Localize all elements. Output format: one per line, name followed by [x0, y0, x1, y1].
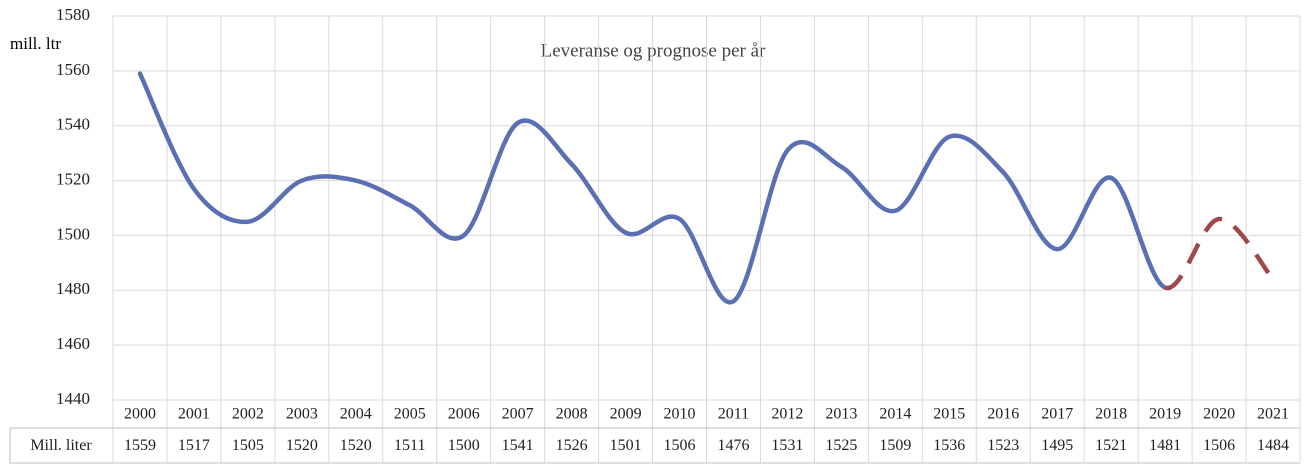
data-label: 1525 — [825, 437, 857, 454]
y-tick-label: 1580 — [56, 5, 90, 24]
y-axis-label: mill. ltr — [10, 34, 61, 53]
x-tick-label: 2013 — [825, 406, 857, 423]
data-label: 1476 — [717, 437, 749, 454]
data-label: 1509 — [879, 437, 911, 454]
x-tick-label: 2003 — [286, 406, 318, 423]
y-tick-label: 1460 — [56, 334, 90, 353]
data-label: 1531 — [771, 437, 803, 454]
data-label: 1501 — [610, 437, 642, 454]
data-label: 1541 — [502, 437, 534, 454]
series-line — [137, 71, 1168, 305]
x-tick-label: 2018 — [1095, 406, 1127, 423]
x-tick-label: 2012 — [771, 406, 803, 423]
forecast-line — [1164, 216, 1275, 290]
x-tick-label: 2019 — [1149, 406, 1181, 423]
data-label: 1481 — [1149, 437, 1181, 454]
x-tick-label: 2021 — [1257, 406, 1289, 423]
data-label: 1506 — [1203, 437, 1235, 454]
x-tick-label: 2008 — [556, 406, 588, 423]
data-label: 1511 — [394, 437, 425, 454]
x-tick-label: 2002 — [232, 406, 264, 423]
y-tick-label: 1540 — [56, 115, 90, 134]
x-tick-label: 2001 — [178, 406, 210, 423]
legend-label: Mill. liter — [30, 437, 92, 454]
data-label: 1506 — [664, 437, 696, 454]
x-tick-label: 2020 — [1203, 406, 1235, 423]
data-label: 1536 — [933, 437, 965, 454]
chart-title: Leveranse og prognose per år — [541, 40, 766, 61]
data-label: 1521 — [1095, 437, 1127, 454]
data-label: 1505 — [232, 437, 264, 454]
data-label: 1559 — [124, 437, 156, 454]
y-tick-label: 1440 — [56, 389, 90, 408]
y-tick-label: 1500 — [56, 224, 90, 243]
x-tick-label: 2010 — [664, 406, 696, 423]
x-tick-label: 2016 — [987, 406, 1019, 423]
y-tick-label: 1520 — [56, 169, 90, 188]
data-label: 1520 — [340, 437, 372, 454]
x-tick-label: 2000 — [124, 406, 156, 423]
data-label: 1495 — [1041, 437, 1073, 454]
x-tick-label: 2015 — [933, 406, 965, 423]
data-label: 1517 — [178, 437, 210, 454]
x-tick-label: 2014 — [879, 406, 911, 423]
data-label: 1500 — [448, 437, 480, 454]
y-tick-label: 1480 — [56, 279, 90, 298]
data-label: 1526 — [556, 437, 588, 454]
data-label: 1523 — [987, 437, 1019, 454]
data-label: 1520 — [286, 437, 318, 454]
x-tick-label: 2009 — [610, 406, 642, 423]
x-tick-label: 2004 — [340, 406, 372, 423]
x-tick-label: 2006 — [448, 406, 480, 423]
y-tick-label: 1560 — [56, 60, 90, 79]
x-tick-label: 2005 — [394, 406, 426, 423]
x-tick-label: 2017 — [1041, 406, 1073, 423]
x-tick-label: 2011 — [718, 406, 749, 423]
data-label: 1484 — [1257, 437, 1289, 454]
x-tick-label: 2007 — [502, 406, 534, 423]
